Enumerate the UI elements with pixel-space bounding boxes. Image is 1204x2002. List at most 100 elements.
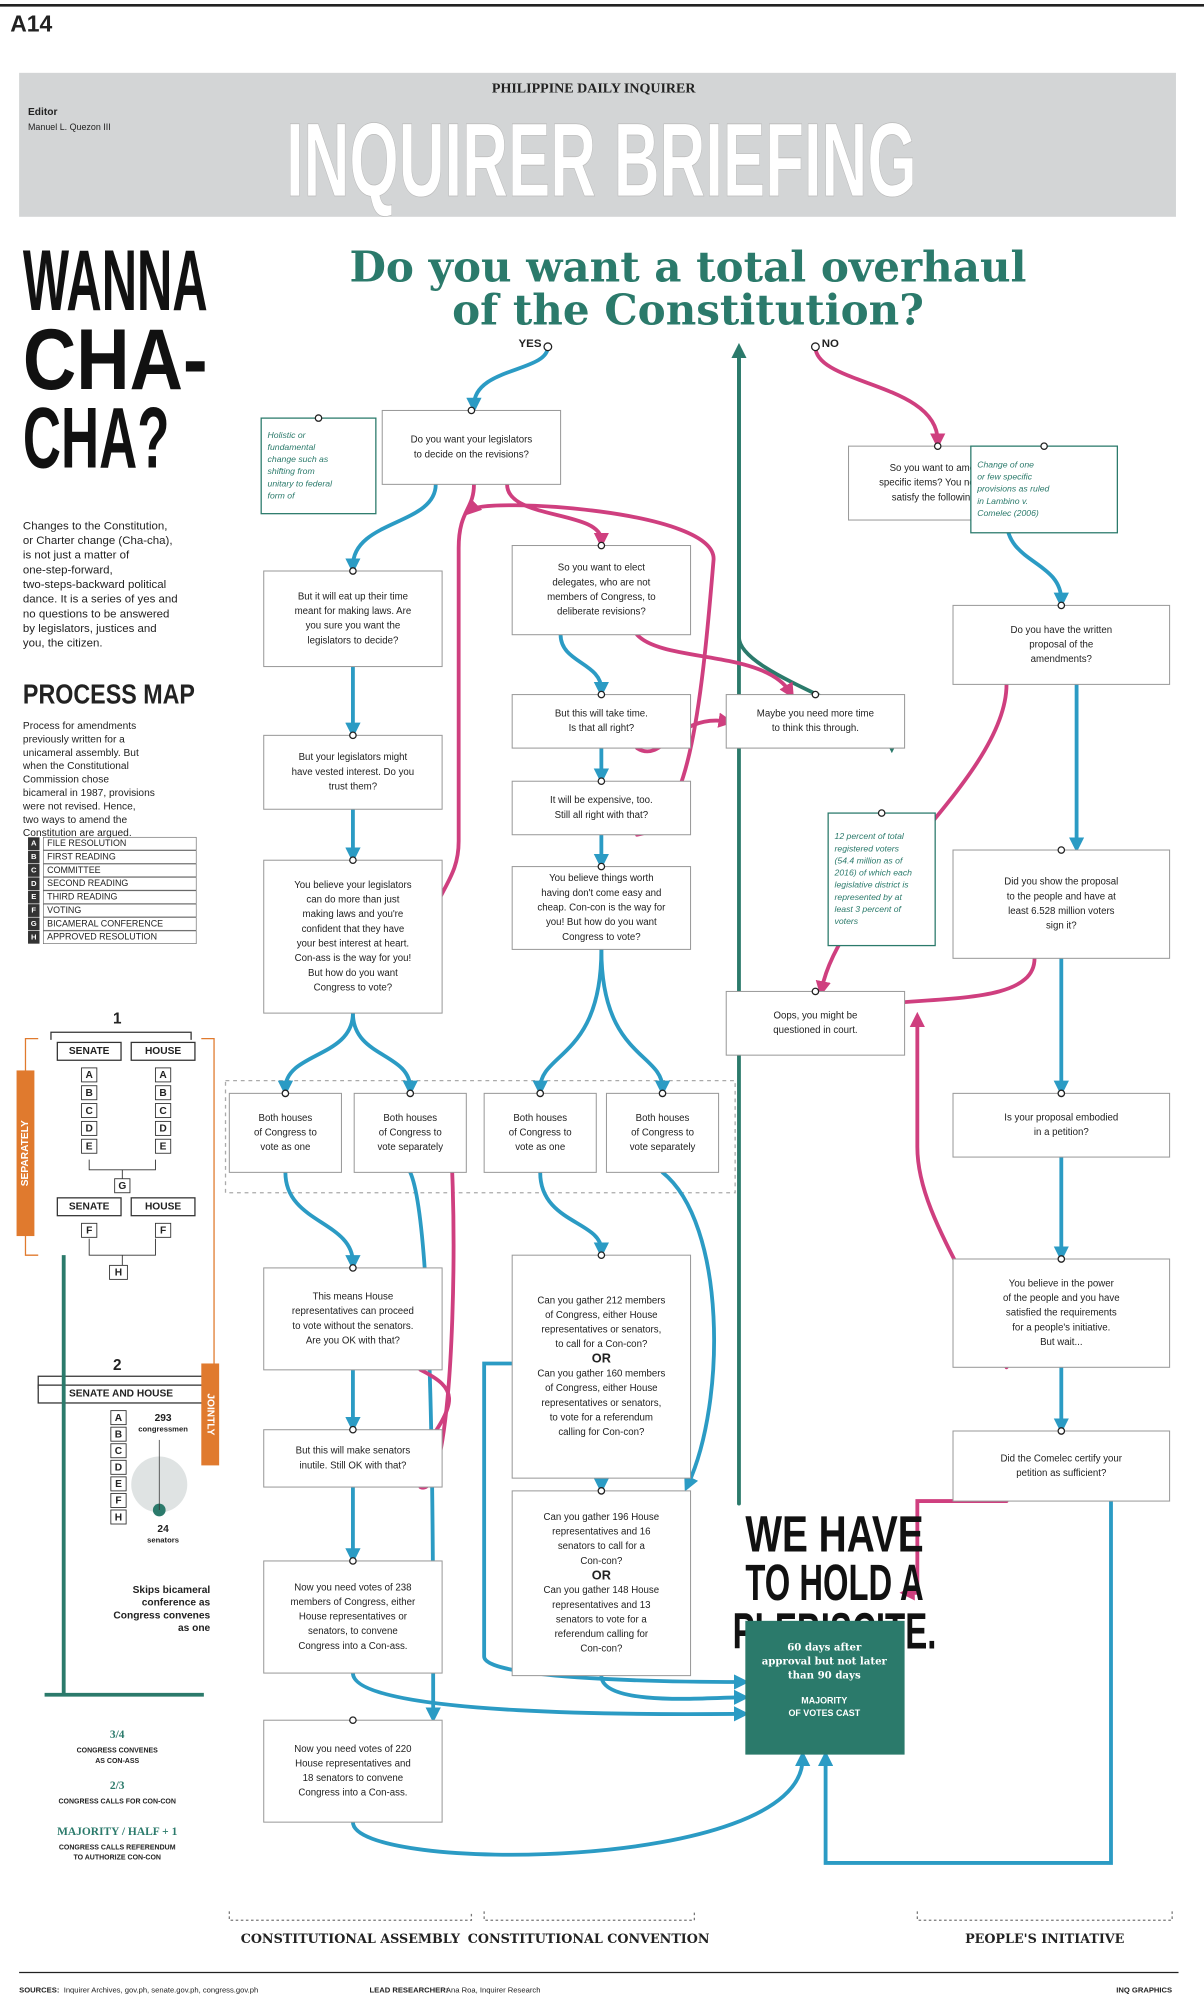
legend-label: BICAMERAL CONFERENCE xyxy=(47,918,163,928)
node-port xyxy=(597,690,606,699)
node-text: vote as one xyxy=(515,1142,565,1153)
researcher-label: LEAD RESEARCHER: xyxy=(369,1985,448,1994)
plebiscite-headline: TO HOLD A xyxy=(745,1554,923,1611)
chamber-box xyxy=(130,1197,196,1217)
node-text: form of xyxy=(268,490,297,500)
node-text: So you want to elect xyxy=(558,563,645,574)
node-port xyxy=(811,690,820,699)
node-text: (54.4 million as of xyxy=(835,855,904,865)
node-port xyxy=(597,1487,606,1495)
node-text: of Congress to xyxy=(379,1127,442,1138)
node-text: Congress into a Con-ass. xyxy=(298,1641,407,1652)
map-note: as one xyxy=(178,1623,211,1634)
node-text: unitary to federal xyxy=(268,478,334,488)
node-text: meant for making laws. Are xyxy=(295,606,412,617)
node-text: senators to vote for a xyxy=(556,1614,647,1625)
node-text: senators, to convene xyxy=(308,1626,398,1637)
node-text: Do you have the written xyxy=(1010,625,1112,636)
node-text: vote separately xyxy=(377,1142,443,1153)
threshold-note: CONGRESS CALLS FOR CON-CON xyxy=(58,1799,175,1806)
node-text: Comelec (2006) xyxy=(977,508,1039,518)
node-text: of Congress to xyxy=(631,1127,694,1138)
node-port xyxy=(877,809,886,817)
node-text: But this will take time. xyxy=(555,709,648,720)
node-text: You believe your legislators xyxy=(294,880,412,891)
legend-label: FIRST READING xyxy=(47,851,116,861)
node-port xyxy=(349,1716,357,1725)
editor-name: Manuel L. Quezon III xyxy=(28,122,111,132)
legend-label: VOTING xyxy=(47,905,81,915)
sources-label: SOURCES: xyxy=(19,1985,59,1994)
node-text: of Congress, either House xyxy=(545,1383,657,1394)
intro-text: is not just a matter of xyxy=(23,550,130,562)
connector xyxy=(599,1673,750,1705)
node-port xyxy=(811,987,820,996)
question-box xyxy=(511,780,692,836)
node-text: your best interest at heart. xyxy=(297,939,409,950)
flow-line xyxy=(88,1159,156,1266)
node-text: questioned in court. xyxy=(773,1025,857,1036)
question-box xyxy=(952,1430,1171,1502)
node-text: Congress into a Con-ass. xyxy=(298,1788,407,1799)
mode-label: JOINTLY xyxy=(205,1393,216,1435)
headline: CHA? xyxy=(23,391,170,487)
node-port xyxy=(349,1425,357,1434)
node-text: to think this through. xyxy=(772,723,859,734)
step-letter: F xyxy=(86,1226,92,1237)
node-text: voters xyxy=(835,916,859,926)
mode-label: SEPARATELY xyxy=(20,1120,31,1186)
question-box xyxy=(952,849,1171,959)
step-letter: F xyxy=(115,1496,121,1507)
node-text: senators to call for a xyxy=(558,1541,646,1552)
legend-row xyxy=(43,930,197,944)
step-box xyxy=(154,1103,172,1119)
path-label: CONSTITUTIONAL ASSEMBLY xyxy=(241,1932,461,1947)
question-box xyxy=(605,1092,720,1173)
connector xyxy=(482,1361,750,1690)
node-text: Both houses xyxy=(513,1113,567,1124)
question-box xyxy=(263,1429,443,1488)
node-port xyxy=(933,442,942,450)
node-text: members of Congress, to xyxy=(547,592,656,603)
node-text: having don't come easy and xyxy=(541,888,661,899)
node-text: vote as one xyxy=(260,1142,310,1153)
node-text: Both houses xyxy=(636,1113,690,1124)
connector xyxy=(345,482,438,574)
node-text: representatives can proceed xyxy=(292,1306,414,1317)
step-letter: A xyxy=(115,1413,123,1424)
node-text: Con-ass is the way for you! xyxy=(295,953,412,964)
node-port xyxy=(349,567,357,575)
question-box xyxy=(725,694,906,749)
question-box xyxy=(725,990,906,1056)
question-box xyxy=(381,409,562,485)
process-text: when the Constitutional xyxy=(22,761,129,772)
legend-label: COMMITTEE xyxy=(47,865,100,875)
node-text: satisfied the requirements xyxy=(1006,1308,1117,1319)
node-text: You believe in the power xyxy=(1009,1278,1115,1289)
node-text: for a people's initiative. xyxy=(1012,1322,1110,1333)
node-text: Oops, you might be xyxy=(773,1011,857,1022)
question-box xyxy=(511,1254,692,1479)
node-text: of the people and you have xyxy=(1003,1293,1120,1304)
node-text: making laws and you're xyxy=(303,909,404,920)
legend-letter: F xyxy=(31,906,36,915)
legend-key xyxy=(28,917,40,931)
process-text: unicameral assembly. But xyxy=(23,748,139,759)
node-text: Is your proposal embodied xyxy=(1004,1112,1118,1123)
node-text: calling for Con-con? xyxy=(558,1427,645,1438)
node-text: legislative district is xyxy=(835,880,910,890)
step-box xyxy=(81,1222,98,1238)
node-text: represented by at xyxy=(835,892,903,902)
question-box xyxy=(511,545,692,636)
intro-text: you, the citizen. xyxy=(23,638,103,650)
question-box xyxy=(228,1092,342,1173)
plebiscite-detail: approval but not later xyxy=(762,1656,888,1668)
node-port xyxy=(597,777,606,786)
answer-label: YES xyxy=(519,338,542,350)
legend-row xyxy=(43,877,197,891)
count: 293 xyxy=(155,1413,172,1424)
page-number: A14 xyxy=(10,11,52,37)
note-box xyxy=(827,812,936,947)
intro-text: one-step-forward, xyxy=(23,564,113,576)
